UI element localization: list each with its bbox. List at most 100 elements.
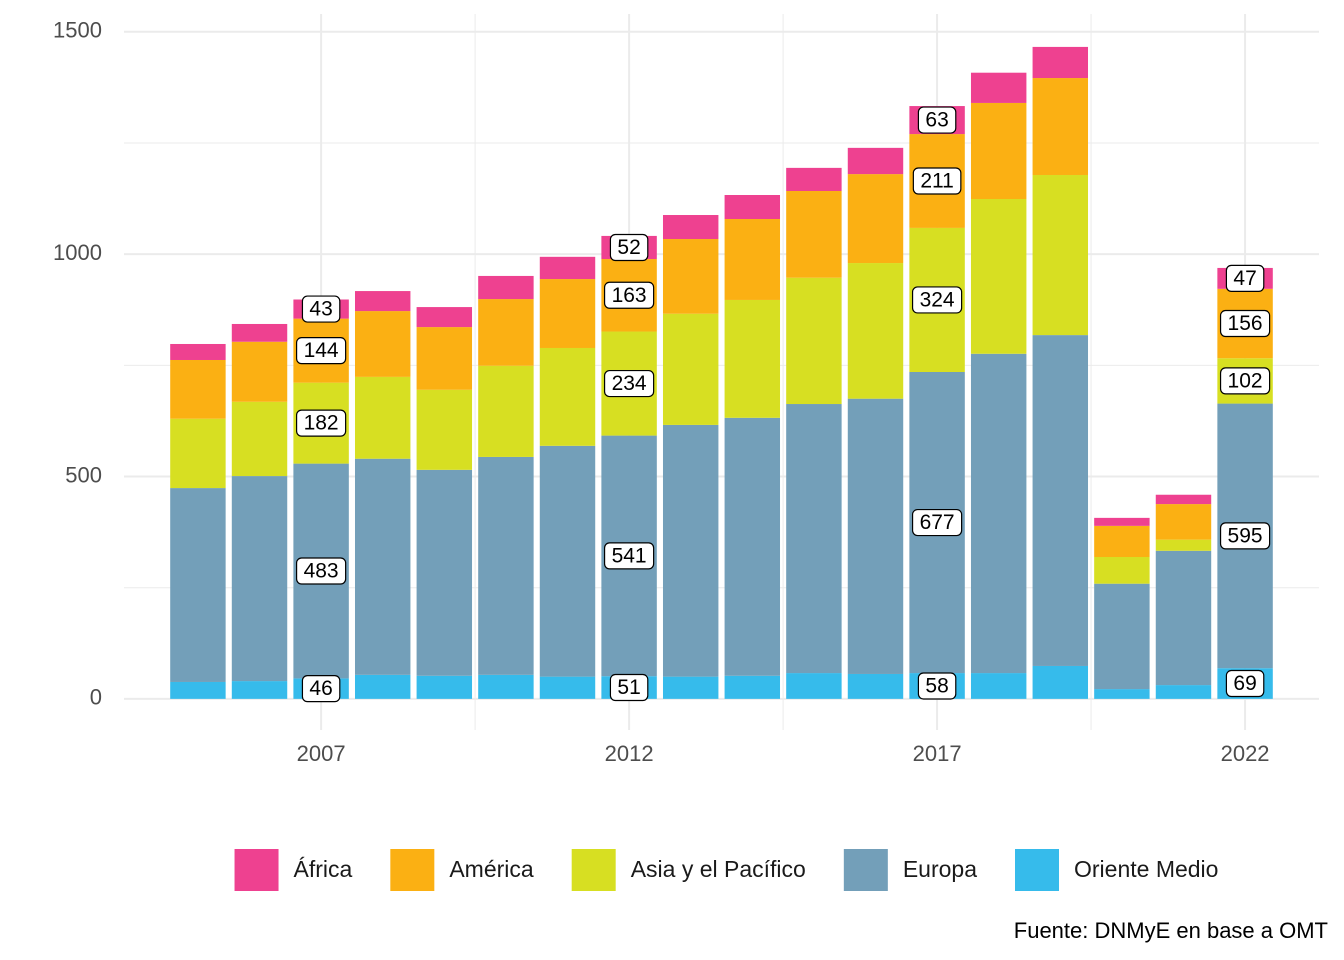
data-label-text: 52 [617, 236, 640, 259]
x-tick-label: 2012 [605, 741, 654, 766]
bar-segment [724, 675, 781, 699]
bar-segment [1155, 550, 1212, 686]
y-tick-label: 0 [90, 685, 102, 710]
bar-segment [231, 323, 288, 342]
bar-segment [662, 424, 719, 677]
data-label-box [603, 369, 655, 398]
legend-swatch [571, 849, 616, 891]
bar-segment [1155, 494, 1212, 505]
data-label: 234 [603, 369, 655, 398]
data-label: 58 [917, 672, 957, 700]
data-label-box [609, 233, 649, 262]
data-label-box [1225, 264, 1265, 292]
bar-segment [1032, 174, 1089, 336]
data-label-text: 182 [304, 412, 339, 435]
data-label-text: 595 [1228, 524, 1263, 547]
bar-segment [170, 343, 226, 360]
data-label-text: 234 [612, 372, 647, 395]
bar-segment [539, 256, 596, 280]
bar-segment [1094, 557, 1150, 584]
data-label: 211 [912, 167, 962, 195]
bar-segment [1155, 504, 1212, 540]
bar-segment [847, 147, 904, 175]
bar-segment [847, 174, 904, 264]
data-label: 182 [295, 409, 347, 437]
bar-segment [1094, 583, 1150, 690]
data-label-text: 483 [304, 560, 339, 583]
data-label: 69 [1225, 669, 1265, 698]
data-label-box [911, 286, 963, 314]
bar-segment [231, 341, 288, 402]
data-label-box [301, 675, 341, 703]
data-label: 102 [1219, 367, 1271, 395]
data-label-box [609, 673, 649, 702]
caption: Fuente: DNMyE en base a OMT [1014, 918, 1328, 943]
data-label-text: 47 [1233, 267, 1256, 290]
data-label-box [1219, 309, 1271, 338]
bar-segment [170, 488, 226, 682]
bar-segment [786, 190, 842, 278]
bar-segment [662, 676, 719, 699]
bar-segment [416, 389, 473, 470]
bar-segment [1155, 539, 1212, 551]
bar-segment [662, 239, 719, 314]
data-label-box [911, 508, 963, 537]
data-label: 677 [911, 508, 963, 537]
data-label-text: 144 [304, 339, 339, 362]
bar-segment [724, 299, 781, 418]
x-tick-label: 2007 [297, 741, 346, 766]
data-label-text: 69 [1233, 672, 1256, 695]
data-label: 52 [609, 233, 649, 262]
bar-segment [170, 418, 226, 489]
legend-label: Asia y el Pacífico [631, 856, 806, 882]
bar-segment [478, 674, 534, 699]
bar-segment [724, 219, 781, 300]
bar-segment [1032, 78, 1089, 175]
bar-segment [354, 311, 411, 377]
data-label-text: 102 [1228, 369, 1263, 392]
bar-segment [662, 313, 719, 425]
data-label-box [301, 295, 341, 323]
data-label: 144 [295, 337, 347, 365]
bar-segment [1094, 517, 1150, 526]
bar-segment [847, 398, 904, 674]
legend-label: Oriente Medio [1074, 856, 1218, 882]
data-label-text: 63 [925, 109, 948, 132]
bar-segment [416, 469, 473, 676]
bar-segment [1094, 525, 1150, 558]
bar-segment [354, 674, 411, 699]
data-label-text: 677 [920, 511, 955, 534]
data-label-box [917, 672, 957, 700]
y-tick-label: 1000 [53, 240, 102, 265]
data-label-text: 58 [925, 675, 948, 698]
bar-segment [1032, 335, 1089, 666]
bar-segment [478, 456, 534, 675]
bar-segment [539, 347, 596, 446]
data-label: 47 [1225, 264, 1265, 292]
bar-segment [847, 263, 904, 399]
bar-segment [231, 476, 288, 682]
bar-segment [1032, 665, 1089, 699]
data-label-box [295, 337, 347, 365]
data-label-box [1225, 669, 1265, 698]
bar-segment [539, 279, 596, 348]
data-label: 43 [301, 295, 341, 323]
bar-segment [231, 401, 288, 477]
data-label: 156 [1219, 309, 1271, 338]
bar-segment [416, 675, 473, 699]
bar-segment [662, 215, 719, 240]
bar-segment [847, 673, 904, 699]
bar-segment [970, 673, 1027, 699]
data-label-text: 211 [920, 170, 953, 193]
data-label: 541 [603, 542, 655, 570]
data-label-text: 156 [1228, 312, 1263, 335]
data-label-box [603, 281, 655, 309]
bar-segment [970, 72, 1027, 103]
bar-segment [539, 676, 596, 699]
legend-swatch [843, 849, 888, 891]
bar-segment [1155, 685, 1212, 699]
data-label: 51 [609, 673, 649, 702]
data-label-box [1219, 522, 1271, 550]
bar-segment [478, 299, 534, 366]
bar-segment [724, 195, 781, 220]
